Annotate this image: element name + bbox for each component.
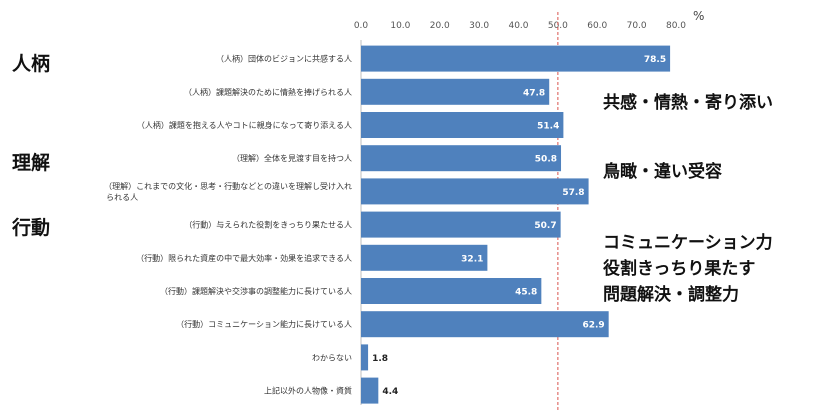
annotation-communication: コミュニケーション力 — [603, 232, 773, 253]
annotation-overview: 鳥瞰・違い受容 — [603, 161, 722, 182]
annotation-role: 役割きっちり果たす — [603, 258, 755, 279]
bar-value-label: 32.1 — [461, 254, 483, 264]
category-label: （行動）限られた資産の中で最大効率・効果を追求できる人 — [136, 253, 352, 263]
bar-value-label: 78.5 — [644, 55, 666, 65]
category-label: （人柄）課題を抱える人やコトに親身になって寄り添える人 — [137, 120, 352, 130]
x-tick-label: 0.0 — [354, 21, 369, 31]
x-tick-label: 60.0 — [587, 21, 607, 31]
category-label: （人柄）団体のビジョンに共感する人 — [216, 54, 352, 64]
bar — [361, 211, 561, 238]
group-label-action: 行動 — [11, 216, 50, 239]
bar — [361, 278, 542, 304]
x-tick-label: 50.0 — [548, 21, 568, 31]
category-label: （行動）与えられた役割をきっちり果たせる人 — [184, 220, 352, 230]
bar-value-label: 51.4 — [537, 122, 559, 132]
group-label-understanding: 理解 — [12, 151, 50, 174]
bar-value-label: 45.8 — [515, 288, 537, 298]
category-label: （人柄）課題解決のために情熱を捧げられる人 — [184, 87, 352, 97]
x-tick-label: 40.0 — [508, 21, 528, 31]
bar-value-label: 4.4 — [382, 387, 398, 397]
bar — [361, 377, 379, 404]
bar — [361, 145, 562, 172]
bar-value-label: 50.7 — [534, 221, 556, 231]
bar — [361, 244, 488, 271]
group-label-personality: 人柄 — [12, 53, 50, 75]
bar — [361, 178, 589, 205]
x-tick-label: 30.0 — [469, 21, 489, 31]
category-label: られる人 — [106, 193, 138, 202]
bar — [361, 45, 671, 72]
bar — [361, 78, 550, 105]
category-labels: （人柄）団体のビジョンに共感する人 （人柄）課題解決のために情熱を捧げられる人 （人… — [104, 54, 352, 396]
bar — [361, 112, 564, 138]
bar-value-label: 57.8 — [562, 188, 584, 198]
bar — [361, 344, 369, 371]
x-tick-label: 20.0 — [430, 21, 450, 31]
bar-value-label: 47.8 — [523, 88, 545, 98]
bar-value-label: 1.8 — [372, 354, 388, 364]
category-label: 上記以外の人物像・資質 — [264, 386, 352, 396]
x-tick-label: 80.0 — [666, 21, 686, 31]
x-tick-label: 70.0 — [627, 21, 647, 31]
bar — [361, 311, 609, 338]
x-tick-label: 10.0 — [390, 21, 410, 31]
annotation-problem-solving: 問題解決・調整力 — [603, 284, 739, 305]
axis-unit-label: % — [693, 9, 704, 23]
x-axis-ticks: 0.0 10.0 20.0 30.0 40.0 50.0 60.0 70.0 80.0 — [354, 21, 686, 31]
category-label: （行動）コミュニケーション能力に長けている人 — [176, 319, 352, 329]
annotation-empathy: 共感・情熱・寄り添い — [603, 92, 773, 113]
bar-value-label: 62.9 — [582, 321, 604, 331]
category-label: （理解）これまでの文化・思考・行動などとの違いを理解し受け入れ — [104, 181, 352, 191]
category-label: （行動）課題解決や交渉事の調整能力に長けている人 — [160, 286, 352, 296]
category-label: （理解）全体を見渡す目を持つ人 — [232, 153, 352, 163]
bars: 78.5 47.8 51.4 50.8 57.8 50.7 32.1 45.8 62.9 1.8 4… — [361, 45, 671, 404]
category-label: わからない — [312, 353, 352, 362]
bar-value-label: 50.8 — [535, 155, 557, 165]
